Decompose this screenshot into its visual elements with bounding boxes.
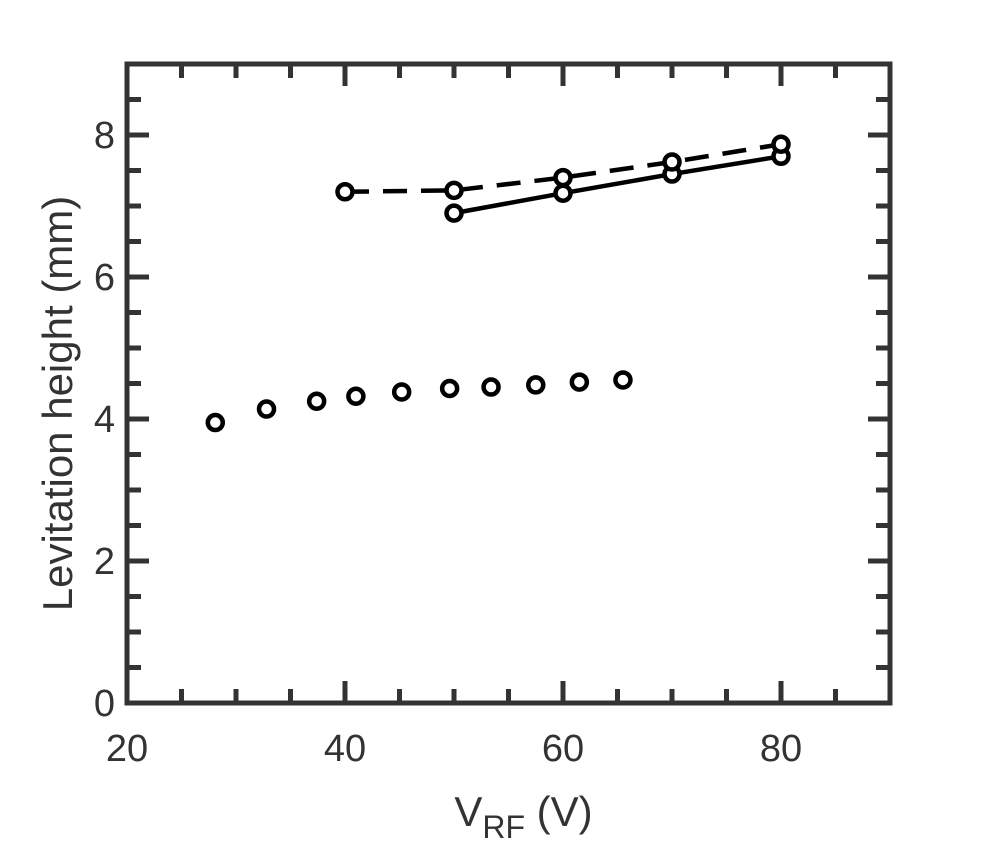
- data-point: [662, 152, 682, 172]
- y-tick-label: 2: [94, 541, 115, 583]
- x-tick-label: 80: [760, 728, 802, 770]
- data-point: [553, 167, 573, 188]
- x-axis-label: VRF (V): [454, 788, 592, 845]
- series-line: [344, 142, 782, 195]
- y-tick-label: 8: [94, 115, 115, 157]
- x-axis-label-unit: (V): [525, 788, 593, 835]
- x-axis-label-main: V: [454, 788, 482, 835]
- x-axis-label-subscript: RF: [482, 809, 525, 845]
- series-3: [205, 370, 633, 433]
- data-point: [346, 386, 366, 407]
- data-point: [205, 412, 226, 433]
- data-point: [771, 134, 791, 154]
- plot-frame: [124, 61, 893, 706]
- data-point: [439, 378, 460, 399]
- tick-labels: 20 40 60 80 0 2 4 6 8: [94, 115, 802, 770]
- data-point: [553, 183, 573, 203]
- x-tick-label: 40: [324, 728, 366, 770]
- data-point: [569, 372, 590, 392]
- y-axis-label: Levitation height (mm): [34, 196, 81, 612]
- y-tick-label: 0: [94, 683, 115, 725]
- series-layer: [205, 134, 791, 433]
- data-point: [335, 182, 355, 202]
- series-line: [453, 154, 782, 216]
- y-tick-label: 6: [94, 257, 115, 299]
- x-tick-label: 60: [542, 728, 584, 770]
- data-point: [444, 180, 464, 201]
- y-tick-label: 4: [94, 399, 115, 441]
- data-point: [256, 399, 277, 419]
- series-2: [335, 134, 791, 202]
- data-point: [306, 391, 327, 411]
- data-point: [481, 377, 501, 397]
- x-tick-label: 20: [106, 728, 148, 770]
- data-point: [526, 375, 546, 395]
- data-point: [391, 382, 412, 402]
- data-point: [444, 203, 464, 223]
- data-point: [613, 370, 633, 390]
